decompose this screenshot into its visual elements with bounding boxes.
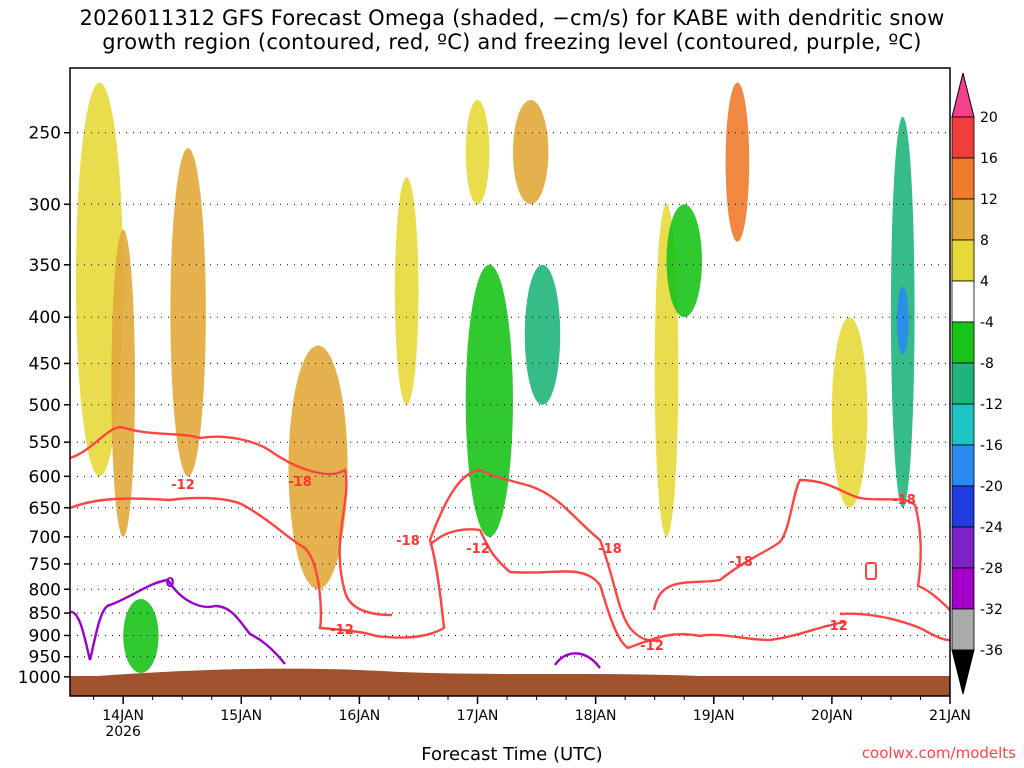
pressure-axis: 2503003504004505005506006507007508008509… [18, 124, 70, 688]
colorbar-top-arrow [951, 72, 975, 118]
colorbar-label-3: 8 [980, 233, 989, 249]
contour-label-8: -12 [824, 619, 848, 634]
temperature-contours [70, 426, 950, 669]
colorbar-segment-10 [951, 526, 975, 569]
colorbar-label-6: -8 [980, 356, 994, 372]
terrain-top-edge [70, 668, 950, 696]
y-tick-label-900: 900 [29, 626, 61, 646]
omega-shaded-region-5 [465, 99, 490, 205]
colorbar-segment-5 [951, 321, 975, 364]
colorbar-segment-0 [951, 116, 975, 159]
colorbar-label-1: 16 [980, 151, 998, 167]
y-tick-label-450: 450 [29, 354, 61, 374]
omega-colorbar: 20 16 12 8 4 -4 -8 -12 -16 -20 -24 -28 -32 -36 [951, 72, 1003, 695]
omega-shading [75, 82, 915, 673]
contour-label-4: -12 [330, 623, 354, 638]
colorbar-label-8: -16 [980, 438, 1003, 454]
omega-shaded-region-2 [170, 148, 206, 477]
contour-dendritic-upper [70, 426, 393, 617]
contour-label-3: -12 [466, 542, 490, 557]
colorbar-label-2: 12 [980, 192, 998, 208]
colorbar-segment-11 [951, 567, 975, 610]
contour-label-2: -18 [396, 534, 420, 549]
omega-shaded-region-13 [666, 204, 702, 318]
colorbar-label-5: -4 [980, 315, 994, 331]
x-tick-label-18JAN: 18JAN [575, 708, 617, 724]
contour-freezing-level-2 [554, 652, 601, 669]
y-tick-label-650: 650 [29, 499, 61, 519]
colorbar-label-7: -12 [980, 397, 1003, 413]
contour-dendritic-mid [429, 528, 846, 650]
contour-dendritic-lower [70, 468, 661, 642]
colorbar-label-13: -36 [980, 643, 1003, 659]
colorbar-label-11: -28 [980, 561, 1003, 577]
omega-shaded-region-4 [394, 177, 419, 405]
y-tick-label-400: 400 [29, 308, 61, 328]
contour-label-9: -18 [892, 493, 916, 508]
colorbar-label-10: -24 [980, 520, 1003, 536]
x-tick-label-20JAN: 20JAN [811, 708, 853, 724]
y-tick-label-250: 250 [29, 124, 61, 144]
colorbar-segment-9 [951, 485, 975, 528]
x-year-label: 2026 [105, 724, 141, 740]
x-tick-label-14JAN: 14JAN [102, 708, 144, 724]
y-tick-label-750: 750 [29, 555, 61, 575]
omega-shaded-region-1 [111, 229, 135, 537]
y-tick-label-800: 800 [29, 580, 61, 600]
colorbar-segment-1 [951, 157, 975, 200]
colorbar-label-0: 20 [980, 110, 998, 126]
omega-shaded-region-12 [524, 264, 561, 405]
time-axis: 14JAN 15JAN 16JAN 17JAN 18JAN 19JAN 20JAN 21JAN… [93, 696, 971, 740]
contour-dendritic-right [652, 478, 950, 611]
y-tick-label-300: 300 [29, 195, 61, 215]
contour-label-1: -18 [288, 475, 312, 490]
contour-label-10: 0 [165, 576, 174, 591]
chart-title-line-1: 2026011312 GFS Forecast Omega (shaded, −… [79, 6, 945, 30]
omega-shaded-region-3 [288, 345, 348, 590]
omega-shaded-region-6 [512, 99, 549, 205]
colorbar-segment-3 [951, 239, 975, 282]
y-tick-label-950: 950 [29, 648, 61, 668]
omega-time-height-chart: -12 -18 -18 -12 -12 -18 -12 -18 -12 -18 0 250 300 35… [18, 67, 1003, 740]
chart-title-line-2: growth region (contoured, red, ºC) and f… [102, 30, 922, 54]
omega-shaded-region-9 [831, 317, 868, 508]
omega-shaded-region-15 [896, 286, 909, 355]
omega-shaded-region-11 [465, 264, 513, 537]
x-tick-label-21JAN: 21JAN [929, 708, 971, 724]
contour-label-5: -18 [598, 542, 622, 557]
x-tick-label-15JAN: 15JAN [220, 708, 262, 724]
colorbar-segment-8 [951, 444, 975, 487]
colorbar-label-9: -20 [980, 479, 1003, 495]
contour-label-7: -18 [729, 555, 753, 570]
y-tick-label-350: 350 [29, 256, 61, 276]
x-tick-label-16JAN: 16JAN [339, 708, 381, 724]
contour-freezing-level [70, 578, 286, 665]
y-tick-label-550: 550 [29, 433, 61, 453]
y-tick-label-850: 850 [29, 604, 61, 624]
watermark-text: coolwx.com/modelts [861, 744, 1016, 762]
contour-dendritic-blob [865, 562, 877, 580]
y-tick-label-600: 600 [29, 467, 61, 487]
contour-label-6: -12 [640, 639, 664, 654]
colorbar-segment-7 [951, 403, 975, 446]
x-tick-label-19JAN: 19JAN [693, 708, 735, 724]
y-tick-label-700: 700 [29, 528, 61, 548]
colorbar-segment-4 [951, 280, 975, 323]
omega-shaded-region-8 [725, 82, 750, 242]
colorbar-bottom-arrow [951, 649, 975, 695]
colorbar-segment-2 [951, 198, 975, 241]
colorbar-segment-12 [951, 608, 975, 651]
y-tick-label-500: 500 [29, 396, 61, 416]
colorbar-label-4: 4 [980, 274, 989, 290]
colorbar-segment-6 [951, 362, 975, 405]
contour-labels: -12 -18 -18 -12 -12 -18 -12 -18 -12 -18 0 [165, 475, 915, 654]
omega-shaded-region-0 [75, 82, 124, 477]
plot-frame [69, 67, 951, 697]
contour-dendritic-low-right [839, 612, 950, 642]
x-axis-title: Forecast Time (UTC) [421, 744, 603, 765]
colorbar-label-12: -32 [980, 602, 1003, 618]
x-tick-label-17JAN: 17JAN [457, 708, 499, 724]
y-tick-label-1000: 1000 [18, 668, 61, 688]
contour-label-0: -12 [171, 478, 195, 493]
